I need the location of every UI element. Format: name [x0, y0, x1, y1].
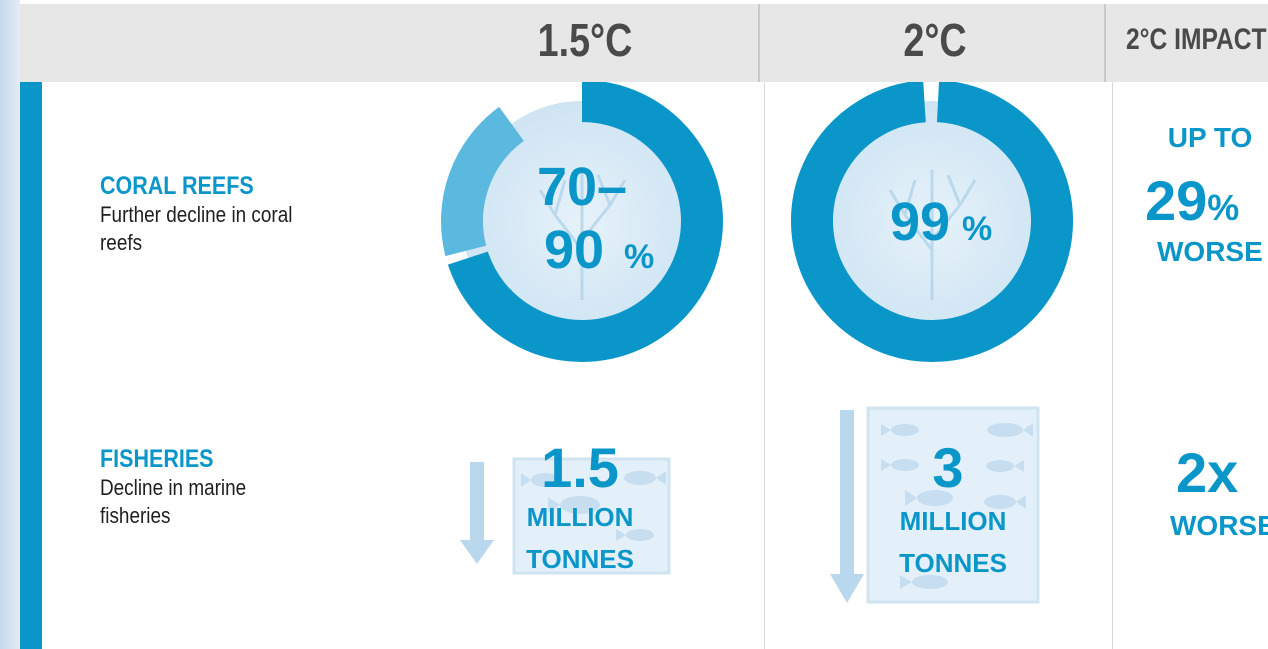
- fisheries-label: FISHERIES Decline in marine fisheries: [100, 445, 340, 530]
- header-divider: [758, 4, 760, 82]
- fisheries-title: FISHERIES: [100, 445, 214, 473]
- fisheries-2c-number: 3: [932, 436, 963, 499]
- fisheries-1-5c-unit1: MILLION: [527, 502, 634, 532]
- impact-coral-value: 29%: [1145, 168, 1268, 233]
- coral-reefs-label: CORAL REEFS Further decline in coral ree…: [100, 172, 340, 257]
- ring-arc-main: [791, 82, 1073, 362]
- ring-2c-unit: %: [962, 210, 992, 248]
- coral-icon: [888, 170, 977, 300]
- accent-bar: [20, 82, 42, 649]
- fisheries-2c-unit2: TONNES: [899, 548, 1007, 578]
- fisheries-desc: Decline in marine fisheries: [100, 475, 247, 528]
- fisheries-2c: 3 MILLION TONNES: [830, 406, 1040, 604]
- ring-arc-range: [441, 106, 525, 257]
- coral-ring-1-5c: 70– 90 %: [441, 82, 723, 362]
- ring-arc-main: [447, 82, 723, 362]
- header-1-5c: 1.5°C: [537, 14, 633, 66]
- impact-coral-unit: %: [1207, 187, 1240, 228]
- impact-fisheries-line2: WORSE: [1170, 510, 1268, 541]
- coral-ring-2c: 99 %: [791, 82, 1073, 362]
- ring-1-5c-line1: 70–: [537, 157, 627, 217]
- fisheries-1-5c-unit2: TONNES: [526, 544, 634, 574]
- left-edge-strip: [0, 0, 20, 649]
- impact-coral-line3: WORSE: [1157, 236, 1263, 267]
- impact-coral-line1: UP TO: [1167, 122, 1253, 153]
- fish-icon: [881, 423, 1033, 589]
- impact-fisheries-value: 2x: [1176, 441, 1239, 504]
- impact-coral-number: 29: [1145, 169, 1208, 232]
- fisheries-2c-unit1: MILLION: [900, 506, 1007, 536]
- column-divider: [764, 82, 765, 649]
- header-bar: [20, 4, 1268, 82]
- coral-icon: [538, 170, 627, 300]
- down-arrow-icon: [830, 410, 864, 603]
- header-divider: [1104, 4, 1106, 82]
- coral-reefs-title: CORAL REEFS: [100, 172, 254, 200]
- fish-icon: [521, 471, 666, 541]
- ring-1-5c-line2: 90: [544, 220, 604, 280]
- header-2c-impact: 2°C IMPACT: [1126, 23, 1267, 56]
- header-2c: 2°C: [903, 14, 967, 66]
- coral-reefs-desc: Further decline in coral reefs: [100, 202, 293, 255]
- ring-1-5c-unit: %: [624, 238, 654, 276]
- fisheries-1-5c-number: 1.5: [541, 436, 619, 499]
- down-arrow-icon: [460, 462, 494, 564]
- ring-2c-value: 99: [890, 192, 950, 252]
- fisheries-1-5c: 1.5 MILLION TONNES: [460, 436, 671, 575]
- column-divider: [1112, 82, 1113, 649]
